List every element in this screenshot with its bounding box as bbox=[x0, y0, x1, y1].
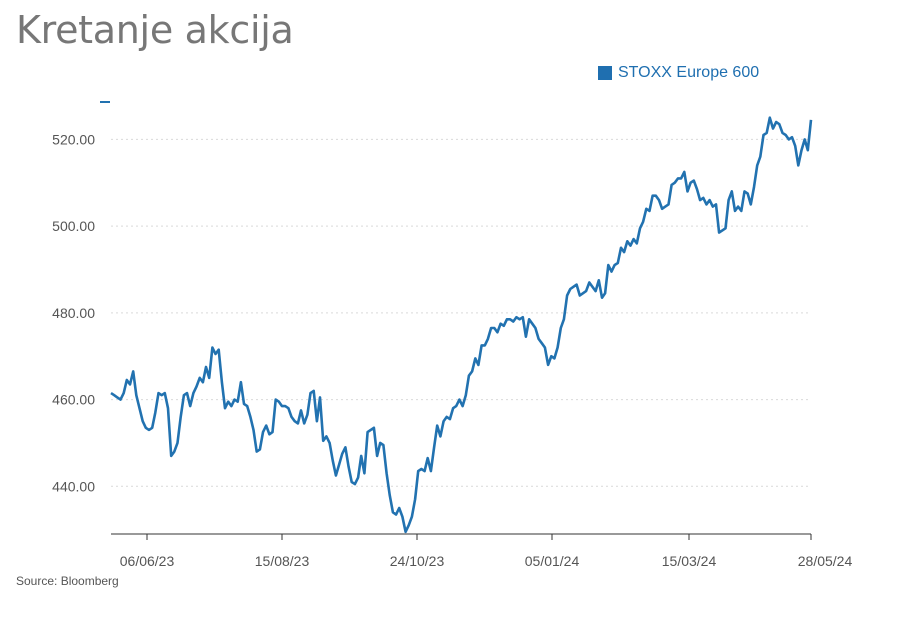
x-tick-label: 24/10/23 bbox=[390, 553, 445, 569]
x-tick-label: 05/01/24 bbox=[525, 553, 580, 569]
x-tick-label: 28/05/24 bbox=[798, 553, 853, 569]
y-tick-label: 460.00 bbox=[52, 392, 95, 408]
source-note: Source: Bloomberg bbox=[16, 574, 119, 588]
y-tick-label: 520.00 bbox=[52, 131, 95, 147]
y-tick-label: 440.00 bbox=[52, 478, 95, 494]
legend-label: STOXX Europe 600 bbox=[618, 64, 760, 81]
x-tick-label: 15/08/23 bbox=[255, 553, 310, 569]
chart-title: Kretanje akcija bbox=[16, 8, 294, 52]
legend: STOXX Europe 600 bbox=[598, 64, 759, 82]
x-tick-label: 15/03/24 bbox=[662, 553, 717, 569]
y-tick-label: 500.00 bbox=[52, 218, 95, 234]
series-line-stoxx-europe-600 bbox=[110, 116, 813, 534]
y-tick-label: 480.00 bbox=[52, 305, 95, 321]
x-tick-label: 06/06/23 bbox=[120, 553, 175, 569]
legend-swatch bbox=[598, 66, 612, 80]
